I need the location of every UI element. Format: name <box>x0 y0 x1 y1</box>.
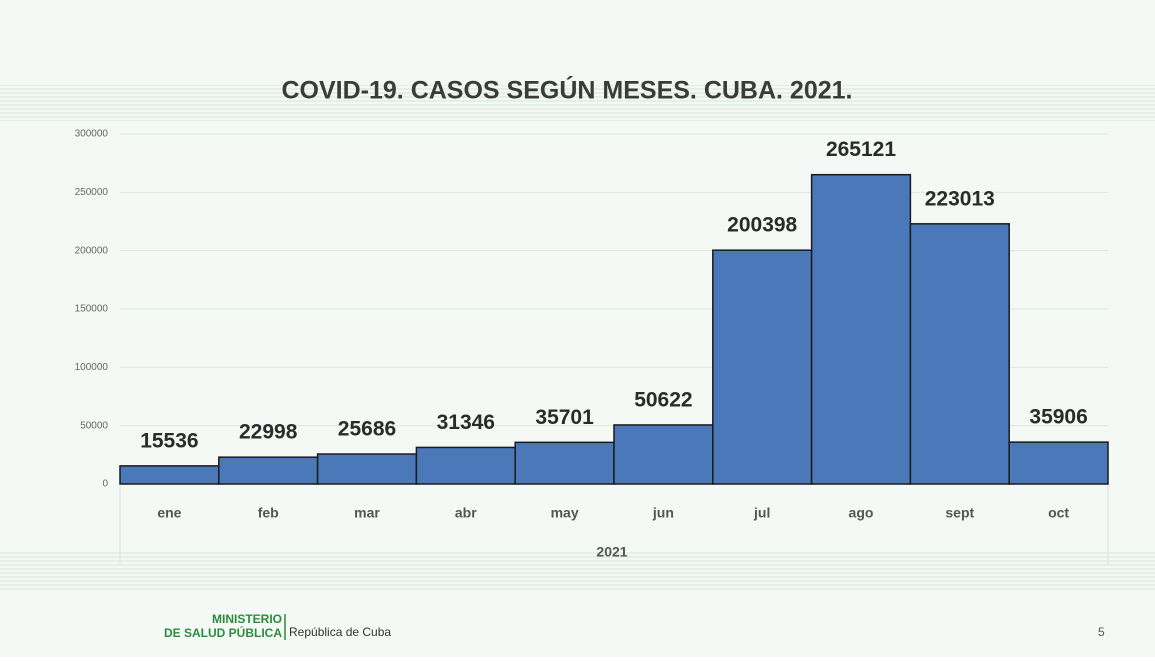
bar <box>810 173 912 485</box>
x-tick-label: mar <box>354 505 380 521</box>
value-label: 31346 <box>437 411 495 434</box>
bar <box>316 453 418 485</box>
y-tick-label: 150000 <box>75 304 109 315</box>
x-tick-label: may <box>551 505 579 521</box>
bar <box>218 456 319 485</box>
page-number: 5 <box>1098 625 1105 639</box>
chart-title: COVID-19. CASOS SEGÚN MESES. CUBA. 2021. <box>282 75 853 105</box>
y-tick-label: 100000 <box>75 362 109 373</box>
value-label: 35906 <box>1029 406 1087 429</box>
y-tick-label: 300000 <box>75 129 109 140</box>
bar <box>415 446 516 485</box>
bar <box>119 465 220 485</box>
bar <box>712 249 813 485</box>
x-tick-label: abr <box>455 505 477 521</box>
y-tick-label: 250000 <box>75 187 109 198</box>
bar <box>909 223 1010 485</box>
y-tick-label: 0 <box>102 479 108 490</box>
footer-country: República de Cuba <box>289 625 391 639</box>
footer-band <box>0 550 1155 592</box>
x-tick-label: oct <box>1048 505 1069 521</box>
bar <box>613 424 714 485</box>
x-tick-label: feb <box>258 505 279 521</box>
value-label: 25686 <box>338 418 396 441</box>
x-tick-label: ago <box>849 505 874 521</box>
y-tick-label: 200000 <box>75 245 109 256</box>
ministry-line1: MINISTERIO <box>212 612 282 626</box>
value-label: 265121 <box>826 138 896 161</box>
bar <box>1008 441 1109 485</box>
value-label: 22998 <box>239 421 298 444</box>
x-tick-label: jun <box>652 505 674 521</box>
x-tick-label: ene <box>157 505 181 521</box>
x-tick-label: jul <box>753 505 770 521</box>
y-tick-label: 50000 <box>80 420 108 431</box>
value-label: 200398 <box>727 214 797 237</box>
x-group-label: 2021 <box>596 544 627 560</box>
value-label: 223013 <box>925 187 995 210</box>
header-band <box>0 85 1155 121</box>
ministry-line2: DE SALUD PÚBLICA <box>164 625 282 640</box>
x-tick-label: sept <box>945 505 974 521</box>
value-label: 50622 <box>634 388 692 411</box>
value-label: 15536 <box>140 429 198 452</box>
value-label: 35701 <box>535 406 594 429</box>
bar <box>514 441 615 485</box>
